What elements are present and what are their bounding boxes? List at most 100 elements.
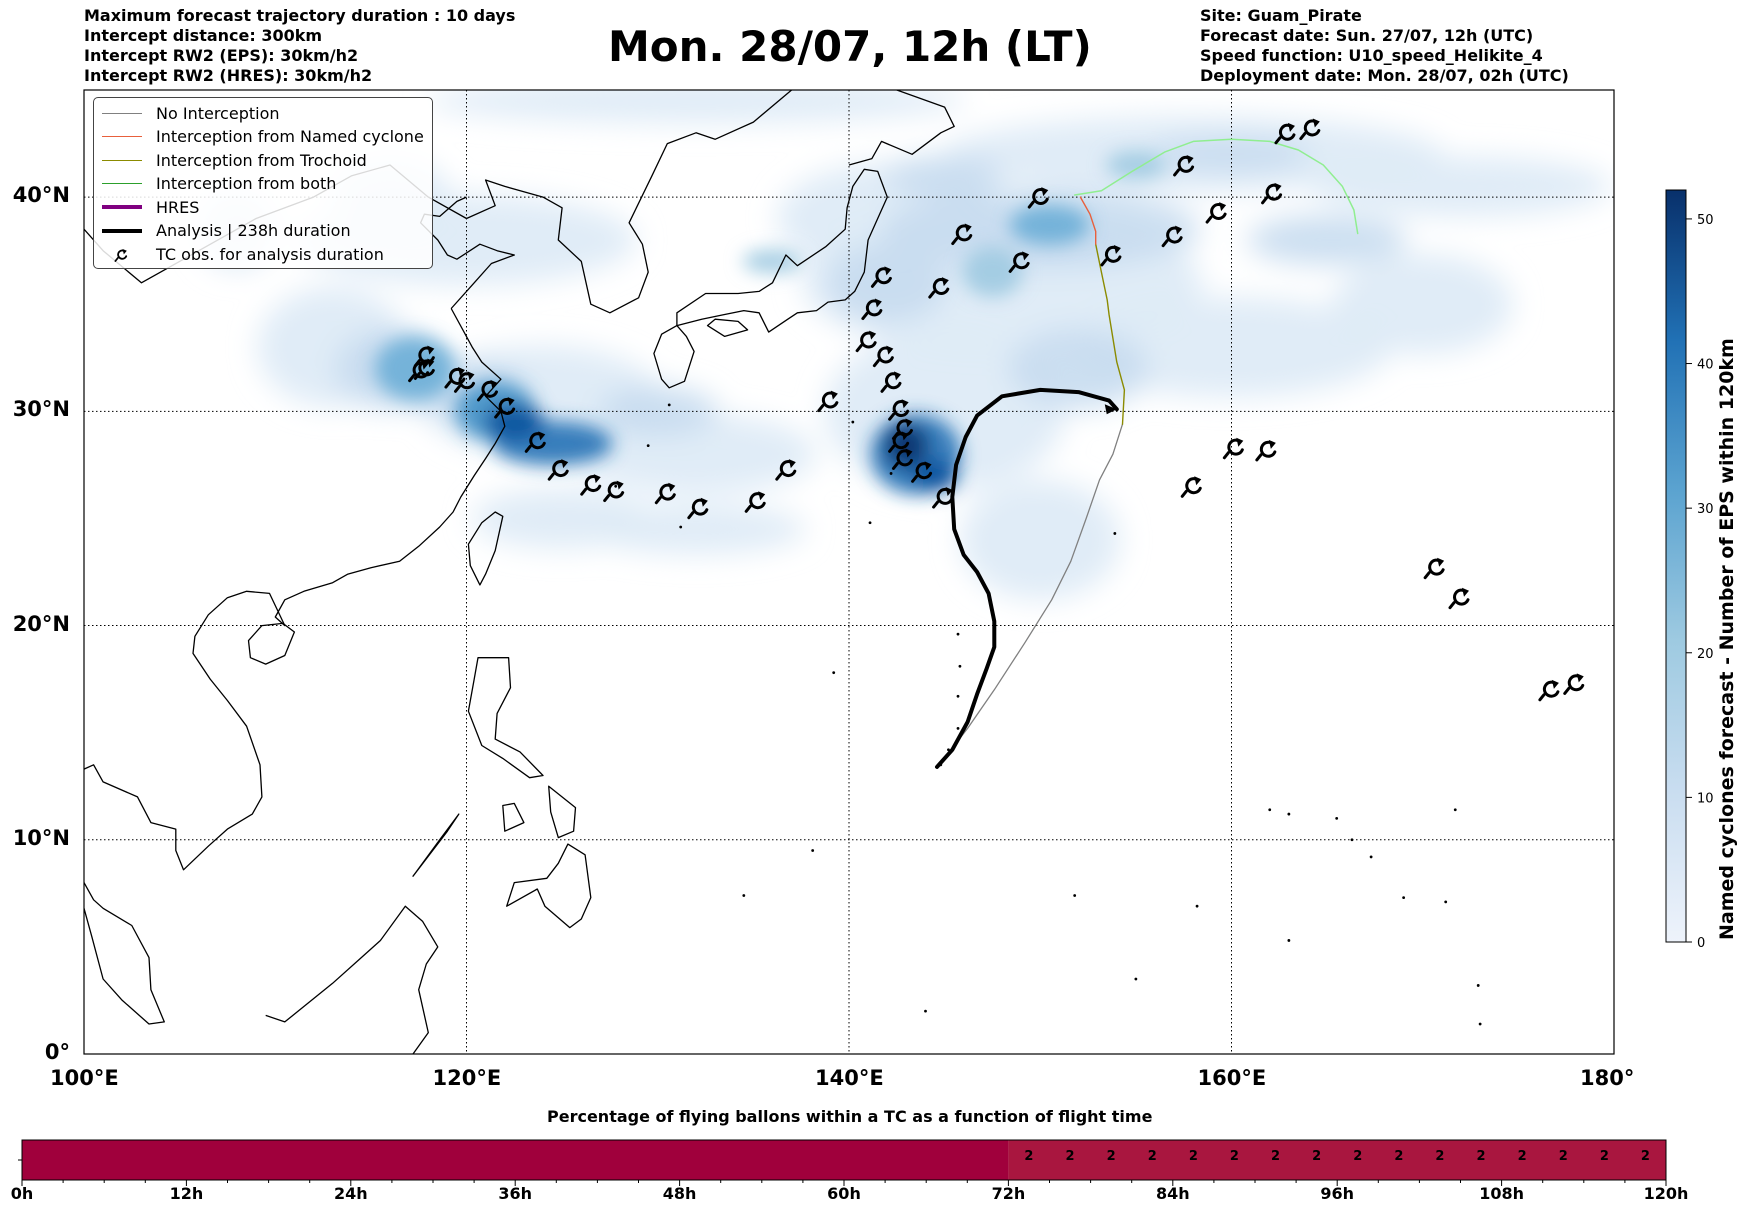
cyclone-icon: [1027, 187, 1049, 209]
cyclone-icon: [1180, 476, 1202, 498]
header-line: Speed function: U10_speed_Helikite_4: [1200, 46, 1543, 65]
timeline-value: 2: [1312, 1149, 1322, 1164]
cyclone-icon: [928, 277, 950, 299]
timeline-title: Percentage of flying ballons within a TC…: [547, 1107, 1153, 1126]
cyclone-icon: [855, 330, 877, 353]
cyclone-icon: [1255, 439, 1277, 462]
header-line: Intercept RW2 (HRES): 30km/h2: [84, 66, 373, 85]
both-interception-track: [1073, 138, 1359, 235]
timeline-value: 2: [1229, 1149, 1239, 1164]
legend-item: No Interception: [102, 102, 280, 124]
legend-item: HRES: [102, 196, 199, 218]
cyclone-icon: [775, 459, 797, 481]
cyclone-icon: [1205, 202, 1227, 224]
legend-label: HRES: [156, 197, 200, 217]
cyclone-icon: [870, 266, 892, 288]
cyclone-icon: [817, 390, 839, 413]
legend-item: Interception from Trochoid: [102, 149, 367, 171]
page-title: Mon. 28/07, 12h (LT): [608, 22, 1092, 71]
legend-label: No Interception: [156, 103, 280, 123]
header-line: Forecast date: Sun. 27/07, 12h (UTC): [1200, 26, 1534, 45]
legend-label: Interception from both: [156, 174, 337, 193]
cyclone-density-field: [197, 90, 1611, 600]
latitude-label: 0°: [44, 1040, 70, 1064]
timeline-tick-label: 96h: [1320, 1184, 1355, 1203]
timeline-value: 2: [1517, 1149, 1527, 1164]
cyclone-icon: [114, 249, 128, 262]
cyclone-icon: [932, 487, 954, 509]
cyclone-icon: [1299, 118, 1321, 141]
header-line: Intercept RW2 (EPS): 30km/h2: [84, 46, 359, 65]
cyclone-icon: [888, 431, 910, 453]
graticule: [84, 90, 1614, 1054]
cyclone-icon: [654, 482, 676, 505]
legend-line-swatch: [102, 183, 142, 184]
trajectories: [935, 138, 1359, 769]
legend-line-swatch: [102, 228, 142, 233]
analysis-track: [935, 387, 1119, 769]
legend-cyclone-swatch: [102, 244, 142, 264]
cyclone-icon: [1538, 679, 1560, 702]
header-line: Maximum forecast trajectory duration : 1…: [84, 6, 516, 25]
latitude-label: 10°N: [12, 825, 70, 850]
cyclone-icon: [872, 345, 894, 368]
tc-observations: [408, 118, 1585, 702]
cyclone-icon: [911, 461, 933, 483]
header-info-left: Maximum forecast trajectory duration : 1…: [84, 6, 515, 86]
cyclone-icon: [476, 379, 498, 402]
timeline-value: 2: [1188, 1149, 1198, 1164]
timeline-value: 2: [1476, 1149, 1486, 1164]
timeline-value: 2: [1147, 1149, 1157, 1164]
longitude-label: 140°E: [815, 1066, 884, 1090]
cyclone-icon: [1563, 673, 1585, 695]
timeline-value: 2: [1106, 1149, 1116, 1164]
legend-label: Interception from Named cyclone: [156, 127, 424, 146]
cyclone-icon: [524, 431, 546, 453]
timeline-tick-label: 108h: [1479, 1184, 1524, 1203]
timeline-value: 2: [1435, 1149, 1445, 1164]
timeline-tick-label: 84h: [1155, 1184, 1190, 1203]
header-line: Site: Guam_Pirate: [1200, 6, 1362, 25]
timeline-tick-label: 48h: [662, 1184, 697, 1203]
cyclone-icon: [413, 358, 435, 380]
cyclone-icon: [1173, 154, 1195, 177]
legend: No Interception Interception from Named c…: [93, 97, 433, 269]
cyclone-icon: [1274, 122, 1296, 145]
timeline-tick-label: 36h: [498, 1184, 533, 1203]
legend-item: Analysis | 238h duration: [102, 220, 351, 242]
latitude-label: 40°N: [12, 183, 70, 208]
longitude-label: 120°E: [432, 1066, 502, 1090]
header-info-right: Site: Guam_Pirate Forecast date: Sun. 27/…: [1200, 6, 1569, 86]
legend-line-swatch: [102, 159, 142, 161]
cyclone-icon: [1261, 182, 1283, 205]
timeline-value: 2: [1558, 1149, 1568, 1164]
timeline-tick-label: 24h: [333, 1184, 368, 1203]
timeline-tick-label: 12h: [169, 1184, 204, 1203]
longitude-label: 180°: [1580, 1066, 1635, 1090]
cyclone-icon: [494, 397, 516, 419]
legend-label: Analysis | 238h duration: [156, 221, 351, 240]
timeline-value: 2: [1024, 1149, 1034, 1164]
cyclone-icon: [454, 371, 475, 393]
cyclone-icon: [861, 298, 883, 321]
cyclone-icon: [891, 448, 913, 470]
legend-line-swatch: [102, 112, 142, 114]
named-cyclone-track: [1079, 196, 1097, 245]
legend-label: TC obs. for analysis duration: [156, 244, 384, 264]
legend-label: Interception from Trochoid: [156, 150, 367, 170]
legend-line-swatch: [102, 136, 142, 137]
header-line: Deployment date: Mon. 28/07, 02h (UTC): [1200, 66, 1569, 85]
header-line: Intercept distance: 300km: [84, 26, 323, 45]
analysis-arrowhead: [1104, 404, 1117, 415]
cyclone-icon: [888, 399, 910, 421]
legend-item: Interception from Named cyclone: [102, 126, 424, 148]
cyclone-icon: [1222, 437, 1244, 460]
map-frame: [83, 89, 1615, 1055]
timeline-tick-label: 120h: [1643, 1184, 1689, 1203]
timeline-value: 2: [1353, 1149, 1363, 1164]
colorbar-label: Named cyclones forecast - Number of EPS …: [1716, 338, 1738, 940]
timeline-value: 2: [1394, 1149, 1404, 1164]
timeline-tick-label: 72h: [991, 1184, 1026, 1203]
cyclone-icon: [1008, 251, 1030, 273]
